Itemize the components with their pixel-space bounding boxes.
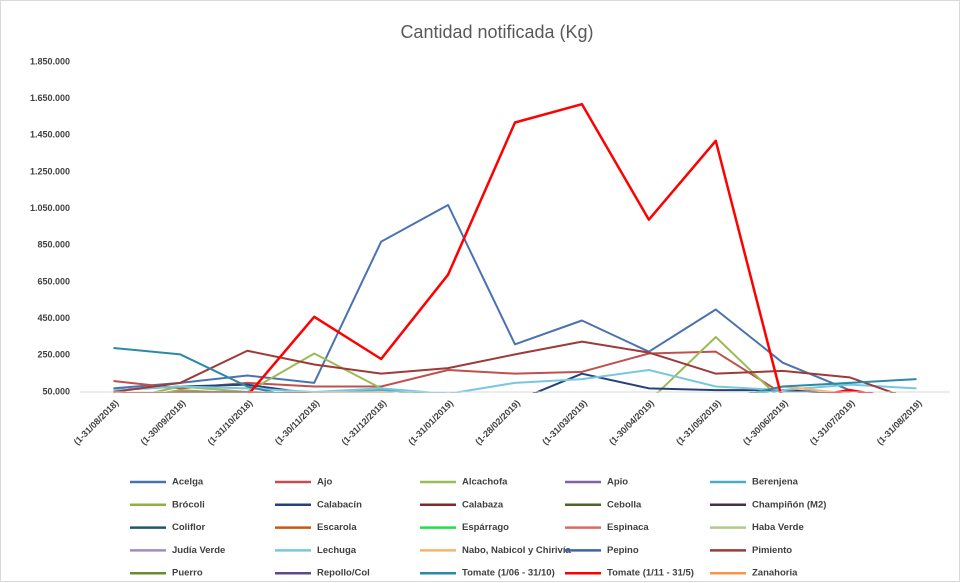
legend-label: Lechuga xyxy=(317,545,357,556)
y-tick-label: 1.650.000 xyxy=(30,93,70,103)
legend-label: Alcachofa xyxy=(462,477,508,488)
legend-label: Calabaza xyxy=(462,499,504,510)
legend-label: Espárrago xyxy=(462,522,509,533)
series-line xyxy=(113,369,917,393)
legend-label: Acelga xyxy=(172,477,204,488)
series-line xyxy=(113,347,917,393)
legend-label: Nabo, Nabicol y Chirivía xyxy=(462,545,571,556)
y-tick-label: 1.250.000 xyxy=(30,166,70,176)
legend-label: Berenjena xyxy=(752,477,799,488)
legend-label: Tomate (1/06 - 31/10) xyxy=(462,568,555,579)
series-line xyxy=(113,340,897,393)
legend-label: Pimiento xyxy=(752,545,792,556)
legend-label: Pepino xyxy=(607,545,639,556)
legend-label: Repollo/Col xyxy=(317,568,370,579)
series-line xyxy=(247,102,875,393)
chart-title: Cantidad notificada (Kg) xyxy=(400,22,593,42)
legend-label: Ajo xyxy=(317,477,333,488)
y-tick-label: 650.000 xyxy=(37,276,70,286)
y-tick-label: 1.050.000 xyxy=(30,203,70,213)
legend-label: Haba Verde xyxy=(752,522,804,533)
y-tick-label: 1.850.000 xyxy=(30,56,70,66)
legend-label: Espinaca xyxy=(607,522,649,533)
y-tick-label: 450.000 xyxy=(37,313,70,323)
legend-label: Judía Verde xyxy=(172,545,225,556)
legend-label: Puerro xyxy=(172,568,203,579)
legend-label: Tomate (1/11 - 31/5) xyxy=(607,568,694,579)
legend-label: Champiñón (M2) xyxy=(752,499,826,510)
y-tick-label: 1.450.000 xyxy=(30,130,70,140)
legend-label: Apio xyxy=(607,477,628,488)
y-tick-label: 50.000 xyxy=(42,386,70,396)
legend-label: Calabacín xyxy=(317,499,362,510)
legend-label: Escarola xyxy=(317,522,357,533)
legend-label: Zanahoria xyxy=(752,568,798,579)
y-tick-label: 250.000 xyxy=(37,350,70,360)
legend-label: Coliflor xyxy=(172,522,206,533)
legend-label: Cebolla xyxy=(607,499,642,510)
series-line xyxy=(113,204,874,393)
y-tick-label: 850.000 xyxy=(37,240,70,250)
series-line xyxy=(113,350,852,393)
legend-label: Brócoli xyxy=(172,499,205,510)
